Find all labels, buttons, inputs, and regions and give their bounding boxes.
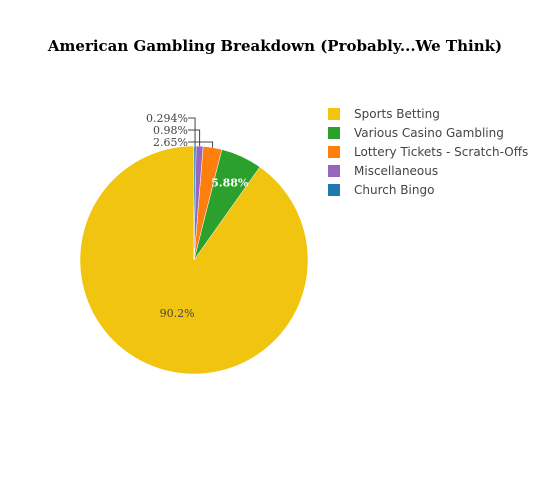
slice-label-4: 0.98% <box>153 124 188 137</box>
leader-line-5 <box>188 117 196 147</box>
legend-label-4: Miscellaneous <box>354 164 438 178</box>
legend-swatch-4 <box>328 165 340 177</box>
legend-swatch-2 <box>328 127 340 139</box>
slice-label-3: 2.65% <box>153 136 188 149</box>
legend-swatch-5 <box>328 184 340 196</box>
legend-label-3: Lottery Tickets - Scratch-Offs <box>354 145 528 159</box>
slice-label-2: 5.88% <box>211 176 249 189</box>
pie-labels: 90.2% 5.88% 0.294%0.98%2.65% <box>146 112 249 320</box>
legend-label-5: Church Bingo <box>354 183 434 197</box>
leader-line-4 <box>188 129 201 147</box>
legend-label-2: Various Casino Gambling <box>354 126 504 140</box>
slice-label-1: 90.2% <box>160 307 195 320</box>
slice-label-5: 0.294% <box>146 112 188 125</box>
legend: Sports Betting Various Casino Gambling Lot… <box>328 107 528 197</box>
leader-line-3 <box>188 141 214 148</box>
legend-label-1: Sports Betting <box>354 107 440 121</box>
chart-title: American Gambling Breakdown (Probably...… <box>47 37 502 55</box>
legend-swatch-3 <box>328 146 340 158</box>
legend-swatch-1 <box>328 108 340 120</box>
pie-slices <box>79 145 309 375</box>
